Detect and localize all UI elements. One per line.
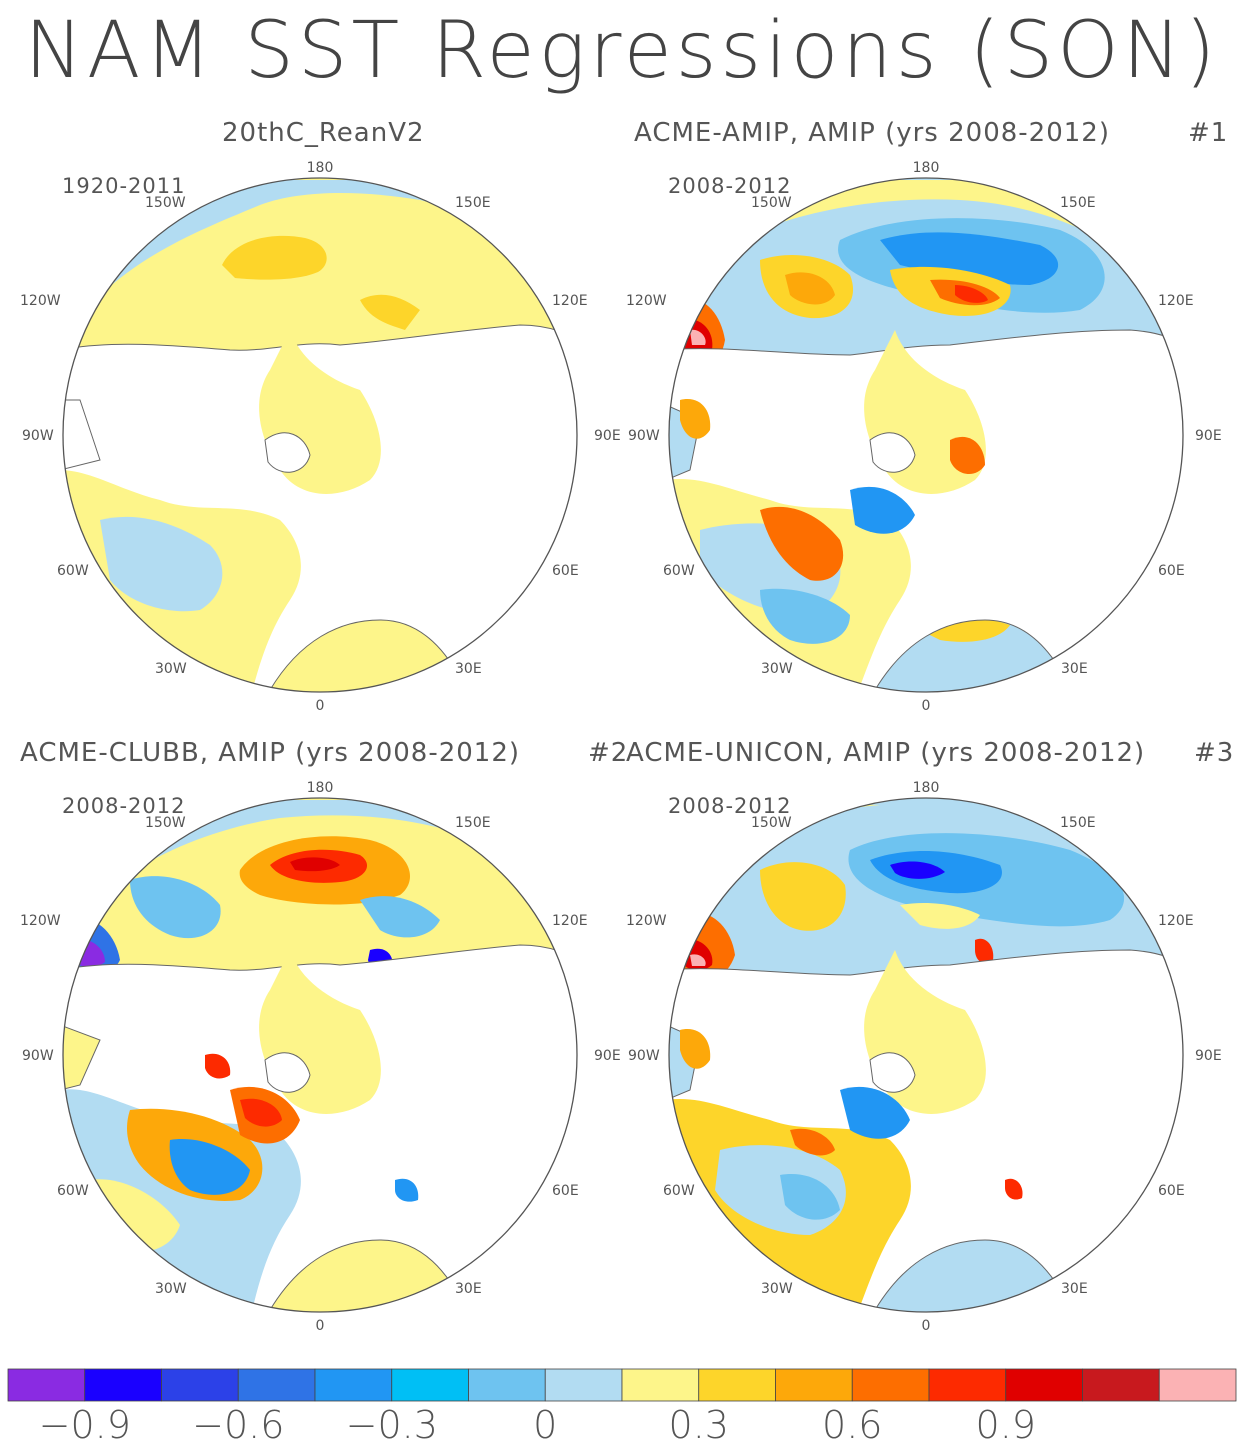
lon-120e-label: 120E — [552, 913, 588, 929]
lon-180-label: 180 — [307, 780, 334, 796]
lon-180-label: 180 — [307, 160, 334, 176]
lon-90e-label: 90E — [1195, 428, 1222, 444]
panel-1-lon-labels: 180 0 90W 90E 120W 120E 150W 150E 60W 60… — [20, 160, 621, 714]
panel-1-map — [62, 177, 578, 693]
panel-4-number: #3 — [1194, 738, 1235, 768]
colorbar-label: 0.6 — [822, 1403, 883, 1447]
lon-150w-label: 150W — [145, 195, 186, 211]
colorbar-label: 0.9 — [975, 1403, 1036, 1447]
colorbar — [7, 1368, 1237, 1402]
colorbar-swatch — [391, 1368, 469, 1402]
lon-90w-label: 90W — [628, 428, 660, 444]
colorbar-label: 0.3 — [668, 1403, 729, 1447]
lon-150w-label: 150W — [751, 815, 792, 831]
lon-90e-label: 90E — [594, 1048, 621, 1064]
panel-1-title: 20thC_ReanV2 — [222, 118, 425, 148]
panel-2-map — [668, 177, 1184, 693]
colorbar-swatch — [775, 1368, 853, 1402]
colorbar-label: 0 — [533, 1403, 558, 1447]
panel-3-title: ACME-CLUBB, AMIP (yrs 2008-2012) — [20, 738, 521, 768]
lon-0-label: 0 — [922, 1318, 931, 1334]
lon-60w-label: 60W — [663, 563, 695, 579]
lon-180-label: 180 — [913, 160, 940, 176]
colorbar-swatch — [468, 1368, 546, 1402]
lon-60e-label: 60E — [552, 563, 579, 579]
lon-120w-label: 120W — [20, 293, 61, 309]
colorbar-swatch — [314, 1368, 393, 1402]
lon-0-label: 0 — [316, 1318, 325, 1334]
panel-4-lon-labels: 180 0 90W 90E 120W 120E 150W 150E 60W 60… — [626, 780, 1222, 1334]
panel-3-lon-labels: 180 0 90W 90E 120W 120E 150W 150E 60W 60… — [20, 780, 621, 1334]
colorbar-swatch — [161, 1368, 239, 1402]
colorbar-swatch — [84, 1368, 162, 1402]
lon-30w-label: 30W — [155, 661, 187, 677]
lon-120e-label: 120E — [1158, 293, 1194, 309]
lon-30e-label: 30E — [1061, 1281, 1088, 1297]
colorbar-swatch — [1082, 1368, 1160, 1402]
colorbar-swatch — [237, 1368, 316, 1402]
colorbar-swatch — [928, 1368, 1007, 1402]
colorbar-label: −0.3 — [345, 1403, 438, 1447]
lon-120e-label: 120E — [552, 293, 588, 309]
lon-180-label: 180 — [913, 780, 940, 796]
lon-90w-label: 90W — [22, 1048, 54, 1064]
panel-2-period: 2008-2012 — [668, 174, 792, 198]
lon-60e-label: 60E — [1158, 563, 1185, 579]
panel-3-map — [62, 797, 578, 1313]
panel-3-number: #2 — [588, 738, 629, 768]
lon-0-label: 0 — [922, 698, 931, 714]
lon-120w-label: 120W — [20, 913, 61, 929]
lon-150e-label: 150E — [455, 815, 491, 831]
colorbar-swatch — [1005, 1368, 1083, 1402]
lon-90e-label: 90E — [594, 428, 621, 444]
lon-150w-label: 150W — [145, 815, 186, 831]
panel-4-map — [668, 797, 1184, 1313]
colorbar-label: −0.6 — [192, 1403, 285, 1447]
lon-120w-label: 120W — [626, 913, 667, 929]
lon-0-label: 0 — [316, 698, 325, 714]
lon-30w-label: 30W — [155, 1281, 187, 1297]
lon-60w-label: 60W — [57, 563, 89, 579]
figure-title: NAM SST Regressions (SON) — [24, 6, 1220, 96]
lon-30w-label: 30W — [761, 1281, 793, 1297]
lon-90w-label: 90W — [628, 1048, 660, 1064]
panel-3-period: 2008-2012 — [62, 794, 186, 818]
lon-30e-label: 30E — [455, 1281, 482, 1297]
colorbar-swatch — [621, 1368, 700, 1402]
lon-30e-label: 30E — [455, 661, 482, 677]
lon-150w-label: 150W — [751, 195, 792, 211]
colorbar-swatch — [698, 1368, 776, 1402]
panel-4-title: ACME-UNICON, AMIP (yrs 2008-2012) — [626, 738, 1146, 768]
lon-30e-label: 30E — [1061, 661, 1088, 677]
panel-1-period: 1920-2011 — [62, 174, 186, 198]
panel-2-number: #1 — [1188, 118, 1229, 148]
lon-150e-label: 150E — [455, 195, 491, 211]
colorbar-label: −0.9 — [38, 1403, 131, 1447]
lon-90w-label: 90W — [22, 428, 54, 444]
lon-150e-label: 150E — [1060, 815, 1096, 831]
lon-120e-label: 120E — [1158, 913, 1194, 929]
colorbar-swatch — [851, 1368, 930, 1402]
lon-120w-label: 120W — [626, 293, 667, 309]
colorbar-swatch — [544, 1368, 623, 1402]
lon-30w-label: 30W — [761, 661, 793, 677]
lon-60e-label: 60E — [1158, 1183, 1185, 1199]
panel-4-period: 2008-2012 — [668, 794, 792, 818]
colorbar-swatch — [1158, 1368, 1237, 1402]
lon-60w-label: 60W — [663, 1183, 695, 1199]
lon-60e-label: 60E — [552, 1183, 579, 1199]
lon-60w-label: 60W — [57, 1183, 89, 1199]
lon-150e-label: 150E — [1060, 195, 1096, 211]
panel-2-title: ACME-AMIP, AMIP (yrs 2008-2012) — [634, 118, 1110, 148]
lon-90e-label: 90E — [1195, 1048, 1222, 1064]
panel-2-lon-labels: 180 0 90W 90E 120W 120E 150W 150E 60W 60… — [626, 160, 1222, 714]
colorbar-swatch — [7, 1368, 86, 1402]
